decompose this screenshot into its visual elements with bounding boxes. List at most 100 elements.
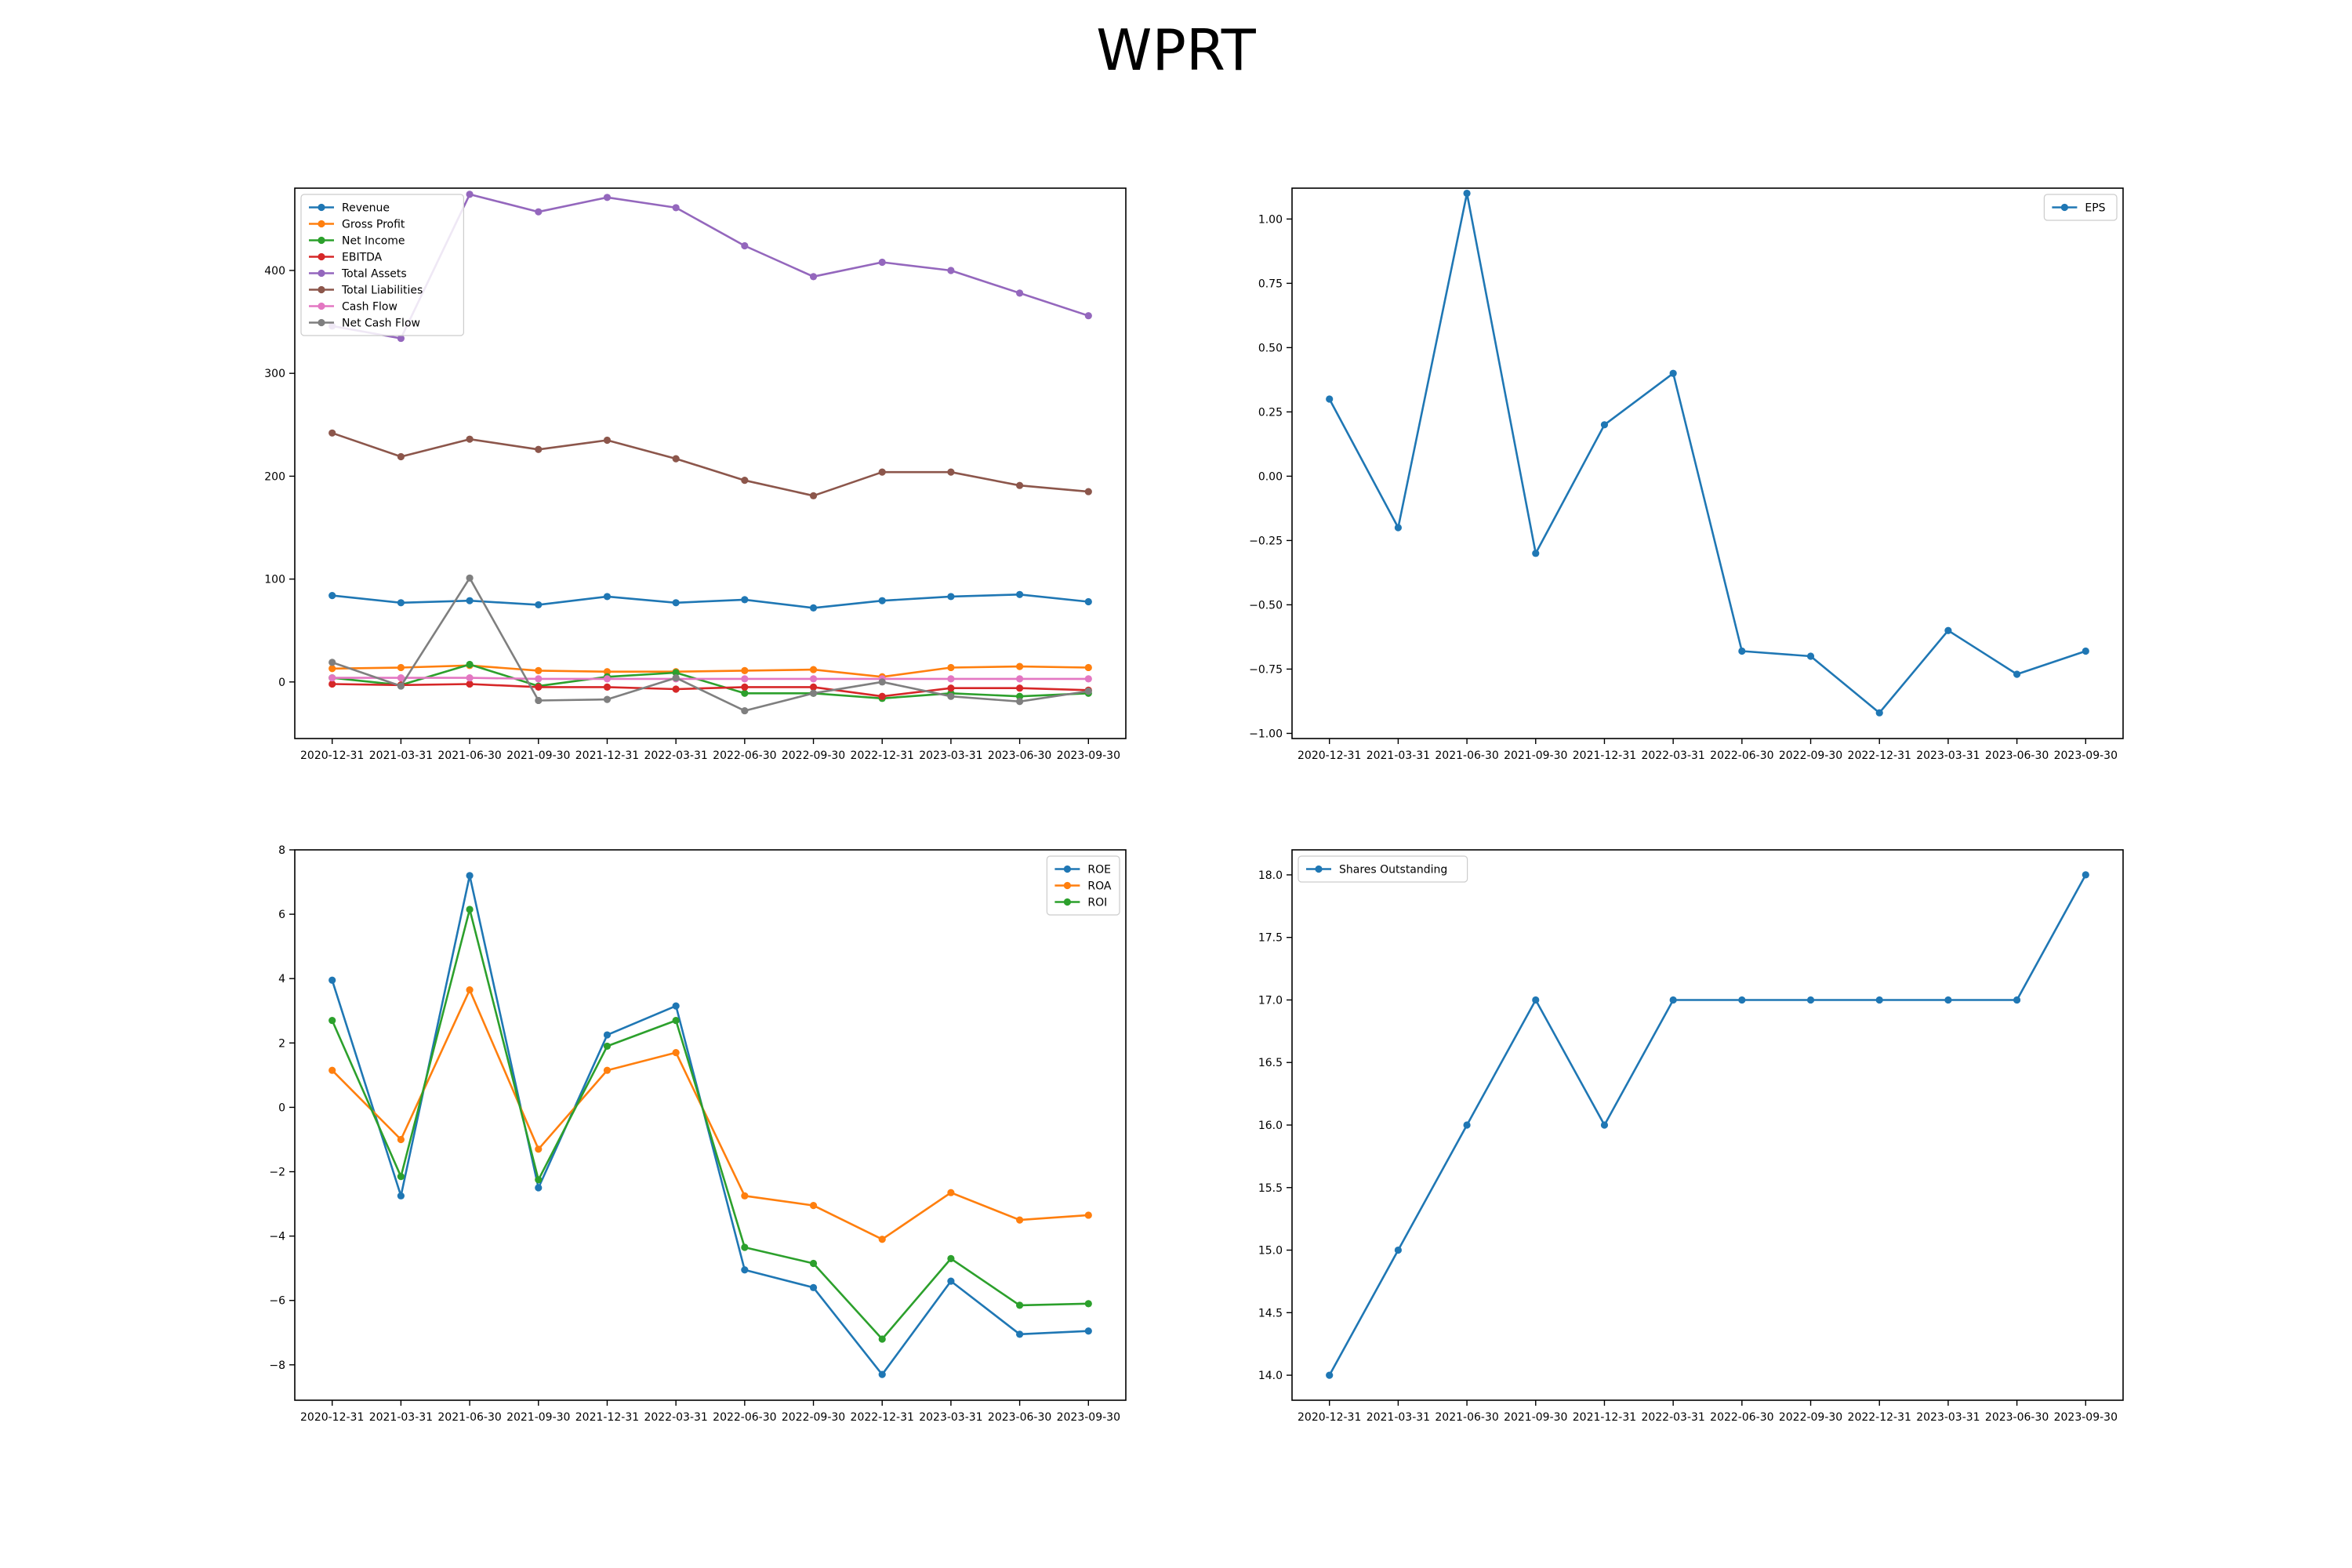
legend-item-revenue: Revenue (309, 202, 390, 215)
series-line (331, 908, 1089, 1341)
data-point (466, 872, 474, 880)
x-tick-label: 2021-06-30 (1435, 750, 1498, 762)
legend-item-net-cash-flow: Net Cash Flow (309, 318, 420, 330)
data-point (741, 1243, 749, 1251)
y-tick-label: 0 (278, 1102, 285, 1114)
x-tick-label: 2022-12-31 (1848, 750, 1911, 762)
axes-frame (294, 849, 1127, 1401)
x-tick-label: 2023-09-30 (1057, 750, 1120, 762)
data-point (878, 597, 886, 604)
y-tick-label: −4 (269, 1231, 285, 1243)
data-point (1463, 189, 1471, 198)
returns-chart: −8 −6 −4 −2 0 2 4 6 8 2020-12-31 2021-03-31 2021-06… (269, 844, 1127, 1424)
series-line (1328, 192, 2086, 714)
x-tick-label: 2021-12-31 (1573, 750, 1636, 762)
y-tick-label: 0.50 (1258, 342, 1283, 354)
y-tick-label: 6 (278, 909, 285, 921)
x-tick-label: 2022-06-30 (1710, 750, 1773, 762)
data-point (466, 906, 474, 913)
data-point (672, 673, 680, 682)
data-point (809, 492, 818, 499)
x-tick-label: 2022-03-31 (1641, 750, 1704, 762)
data-point (741, 666, 749, 674)
data-point (1084, 663, 1092, 672)
data-point (397, 1173, 405, 1181)
data-point (603, 436, 612, 445)
legend-swatch-marker (318, 236, 325, 245)
series-net-cash-flow (328, 574, 1092, 715)
legend-item-eps: EPS (2052, 202, 2106, 215)
legend-swatch-marker (318, 302, 325, 310)
data-point (1944, 996, 1952, 1004)
series-eps (1326, 189, 2089, 717)
y-tick-label: 8 (278, 844, 285, 857)
figure-title: WPRT (1096, 17, 1256, 83)
y-tick-label: 14.0 (1258, 1370, 1283, 1382)
data-point (1016, 1330, 1024, 1338)
legend: ROE ROA ROI (1046, 855, 1120, 916)
data-point (809, 1202, 818, 1210)
data-point (809, 1283, 818, 1291)
x-tick-label: 2022-03-31 (1641, 1411, 1704, 1424)
x-tick-label: 2022-03-31 (644, 750, 707, 762)
data-point (1016, 662, 1024, 670)
data-point (1738, 647, 1746, 655)
data-point (603, 1031, 612, 1039)
data-point (603, 695, 612, 703)
data-point (603, 683, 612, 691)
series-gross-profit (328, 662, 1092, 681)
data-point (947, 1254, 955, 1262)
axes-frame (1291, 187, 2124, 739)
x-tick-label: 2020-12-31 (300, 750, 364, 762)
x-tick-label: 2021-12-31 (575, 1411, 639, 1424)
data-point (328, 976, 336, 984)
legend-swatch-marker (1063, 898, 1071, 906)
x-tick-label: 2022-09-30 (782, 750, 845, 762)
legend-label: Net Income (342, 235, 405, 248)
data-point (947, 468, 955, 476)
y-tick-label: 0.00 (1258, 470, 1283, 483)
eps-chart: −1.00 −0.75 −0.50 −0.25 0.00 0.25 0.50 0.75 1.00… (1249, 187, 2124, 762)
y-tick-label: −6 (269, 1295, 285, 1308)
x-tick-label: 2020-12-31 (1298, 750, 1361, 762)
data-point (741, 689, 749, 697)
legend-swatch-marker (1063, 881, 1071, 890)
legend-item-net-income: Net Income (309, 235, 405, 248)
data-point (672, 1016, 680, 1025)
data-point (947, 593, 955, 601)
axes-frame (294, 187, 1127, 739)
legend-label: Net Cash Flow (342, 318, 420, 330)
series-line (331, 989, 1089, 1240)
legend-item-cash-flow: Cash Flow (309, 301, 397, 314)
data-point (535, 1145, 543, 1153)
legend-item-shares-outstanding: Shares Outstanding (1306, 864, 1447, 877)
data-point (809, 604, 818, 612)
data-point (672, 685, 680, 693)
series-line (332, 663, 1089, 700)
data-point (809, 683, 818, 691)
data-point (741, 241, 749, 250)
data-point (328, 429, 336, 437)
data-point (947, 267, 955, 274)
data-point (1016, 698, 1024, 706)
x-tick-label: 2022-09-30 (1779, 1411, 1842, 1424)
legend: Revenue Gross Profit Net Income EBITDA Total… (300, 194, 464, 336)
x-tick-label: 2022-06-30 (713, 1411, 776, 1424)
data-point (741, 675, 749, 683)
x-tick-label: 2022-09-30 (1779, 750, 1842, 762)
data-point (535, 1176, 543, 1184)
x-tick-label: 2021-06-30 (437, 750, 501, 762)
y-tick-label: 15.0 (1258, 1245, 1283, 1258)
data-point (1016, 675, 1024, 683)
x-tick-label: 2022-12-31 (851, 1411, 914, 1424)
x-tick-label: 2021-09-30 (506, 750, 570, 762)
data-point (1084, 1211, 1092, 1219)
y-tick-label: −0.75 (1249, 663, 1283, 676)
y-tick-label: −0.50 (1249, 599, 1283, 612)
data-point (328, 680, 336, 688)
data-point (535, 696, 543, 705)
data-point (1532, 996, 1540, 1004)
data-point (2082, 647, 2089, 655)
legend-frame (300, 194, 464, 336)
data-point (535, 683, 543, 691)
